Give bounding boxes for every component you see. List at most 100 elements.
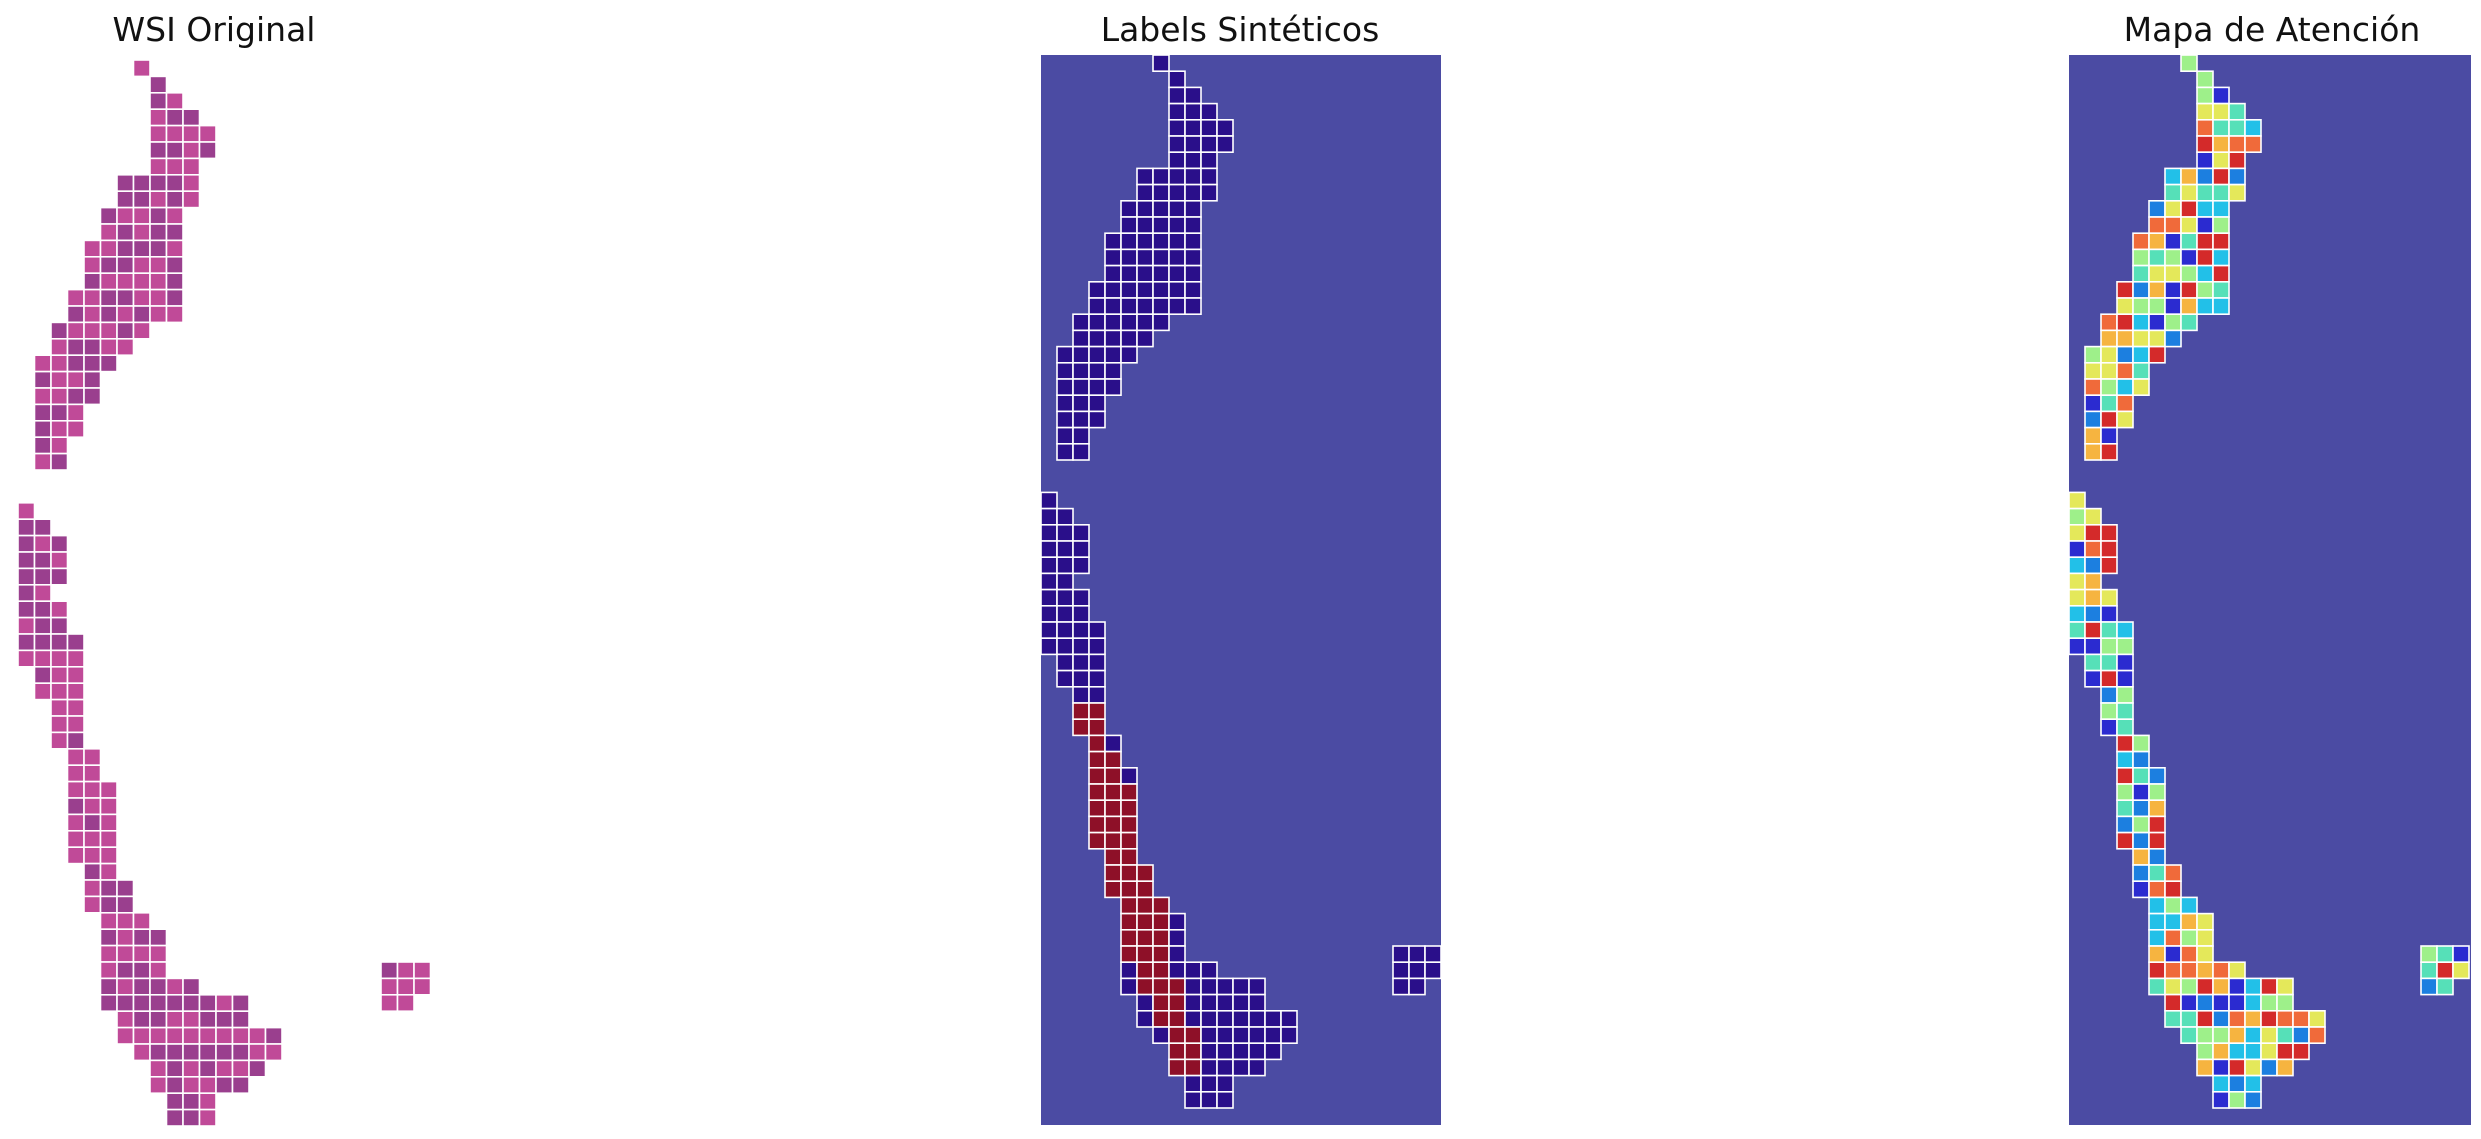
tissue-tile	[1104, 313, 1122, 332]
tissue-tile	[2100, 669, 2118, 688]
tissue-tile	[2164, 993, 2182, 1012]
tissue-tile	[2180, 977, 2198, 996]
tissue-tile	[2196, 945, 2214, 964]
tissue-tile	[2228, 1058, 2246, 1077]
tissue-tile	[132, 944, 151, 963]
tissue-tile	[1184, 248, 1202, 267]
tissue-tile	[2148, 847, 2166, 866]
tissue-tile	[66, 698, 85, 717]
tissue-tile	[83, 370, 102, 389]
tissue-tile	[1056, 394, 1074, 413]
tissue-tile	[1184, 1026, 1202, 1045]
tissue-tile	[2100, 345, 2118, 364]
tissue-tile	[1200, 135, 1218, 154]
tissue-tile	[116, 223, 135, 242]
tissue-tile	[149, 1059, 168, 1078]
tissue-tile	[2180, 200, 2198, 218]
tissue-tile	[2116, 378, 2134, 397]
tissue-tile	[2228, 167, 2246, 186]
tissue-tile	[2148, 961, 2166, 980]
tissue-tile	[1168, 297, 1186, 316]
tissue-tile	[2116, 653, 2134, 672]
tissue-tile	[116, 944, 135, 963]
tissue-tile	[2148, 928, 2166, 947]
tissue-tile	[66, 354, 85, 373]
tissue-tile	[198, 1010, 217, 1029]
tissue-tile	[1168, 119, 1186, 137]
tissue-tile	[1072, 394, 1090, 413]
tissue-tile	[1152, 1009, 1170, 1028]
tissue-tile	[50, 354, 69, 373]
tissue-tile	[83, 305, 102, 324]
tissue-tile	[2068, 491, 2086, 510]
tissue-tile	[2132, 880, 2150, 899]
tissue-tile	[2068, 556, 2086, 575]
tissue-tile	[1136, 977, 1154, 996]
tissue-tile	[2100, 540, 2118, 559]
tissue-tile	[1152, 200, 1170, 218]
tissue-tile	[1168, 977, 1186, 996]
tissue-tile	[1424, 961, 1442, 980]
tissue-tile	[1040, 604, 1058, 623]
tissue-tile	[2196, 183, 2214, 202]
tissue-tile	[2212, 961, 2230, 980]
tissue-tile	[1088, 637, 1106, 656]
tissue-tile	[132, 1010, 151, 1029]
tissue-tile	[1200, 183, 1218, 202]
tissue-tile	[1072, 329, 1090, 348]
tissue-tile	[2084, 572, 2102, 591]
tissue-tile	[132, 288, 151, 307]
tissue-tile	[1168, 200, 1186, 218]
tissue-tile	[1216, 1058, 1234, 1077]
tissue-tile	[2180, 216, 2198, 235]
tissue-tile	[1248, 977, 1266, 996]
tissue-tile	[66, 780, 85, 799]
tissue-tile	[1040, 637, 1058, 656]
tissue-tile	[1136, 880, 1154, 899]
tissue-tile	[2228, 977, 2246, 996]
tissue-tile	[132, 977, 151, 996]
tissue-tile	[1232, 1026, 1250, 1045]
tissue-tile	[132, 961, 151, 980]
tissue-tile	[149, 124, 168, 143]
tissue-tile	[2132, 345, 2150, 364]
tissue-tile	[2084, 523, 2102, 542]
tissue-tile	[198, 1092, 217, 1111]
tissue-tile	[396, 961, 415, 980]
tissue-tile	[1104, 361, 1122, 380]
tissue-tile	[2116, 410, 2134, 429]
tissue-tile	[2260, 977, 2278, 996]
tissue-tile	[264, 1026, 283, 1045]
tissue-tile	[2292, 1042, 2310, 1061]
tissue-tile	[2164, 200, 2182, 218]
tissue-tile	[380, 961, 399, 980]
tissue-tile	[1120, 297, 1138, 316]
tissue-tile	[1200, 1042, 1218, 1061]
tissue-tile	[1072, 442, 1090, 461]
tissue-tile	[1072, 345, 1090, 364]
tissue-tile	[2228, 993, 2246, 1012]
tissue-tile	[2148, 880, 2166, 899]
tissue-tile	[2452, 945, 2470, 964]
tissue-tile	[2244, 1042, 2262, 1061]
tissue-tile	[116, 288, 135, 307]
tissue-tile	[231, 1026, 250, 1045]
tissue-tile	[149, 288, 168, 307]
tissue-tile	[1248, 1042, 1266, 1061]
tissue-tile	[1184, 200, 1202, 218]
tissue-tile	[2212, 1009, 2230, 1028]
tissue-tile	[2244, 119, 2262, 137]
tissue-tile	[2100, 410, 2118, 429]
tissue-tile	[1040, 556, 1058, 575]
tissue-tile	[50, 321, 69, 340]
tissue-tile	[33, 354, 52, 373]
tissue-tile	[2084, 345, 2102, 364]
tissue-tile	[1056, 410, 1074, 429]
tissue-tile	[2212, 200, 2230, 218]
tissue-tile	[1184, 993, 1202, 1012]
tissue-tile	[132, 206, 151, 225]
tissue-tile	[149, 239, 168, 258]
tissue-tile	[2164, 280, 2182, 299]
tissue-tile	[1088, 378, 1106, 397]
tissue-tile	[198, 1026, 217, 1045]
